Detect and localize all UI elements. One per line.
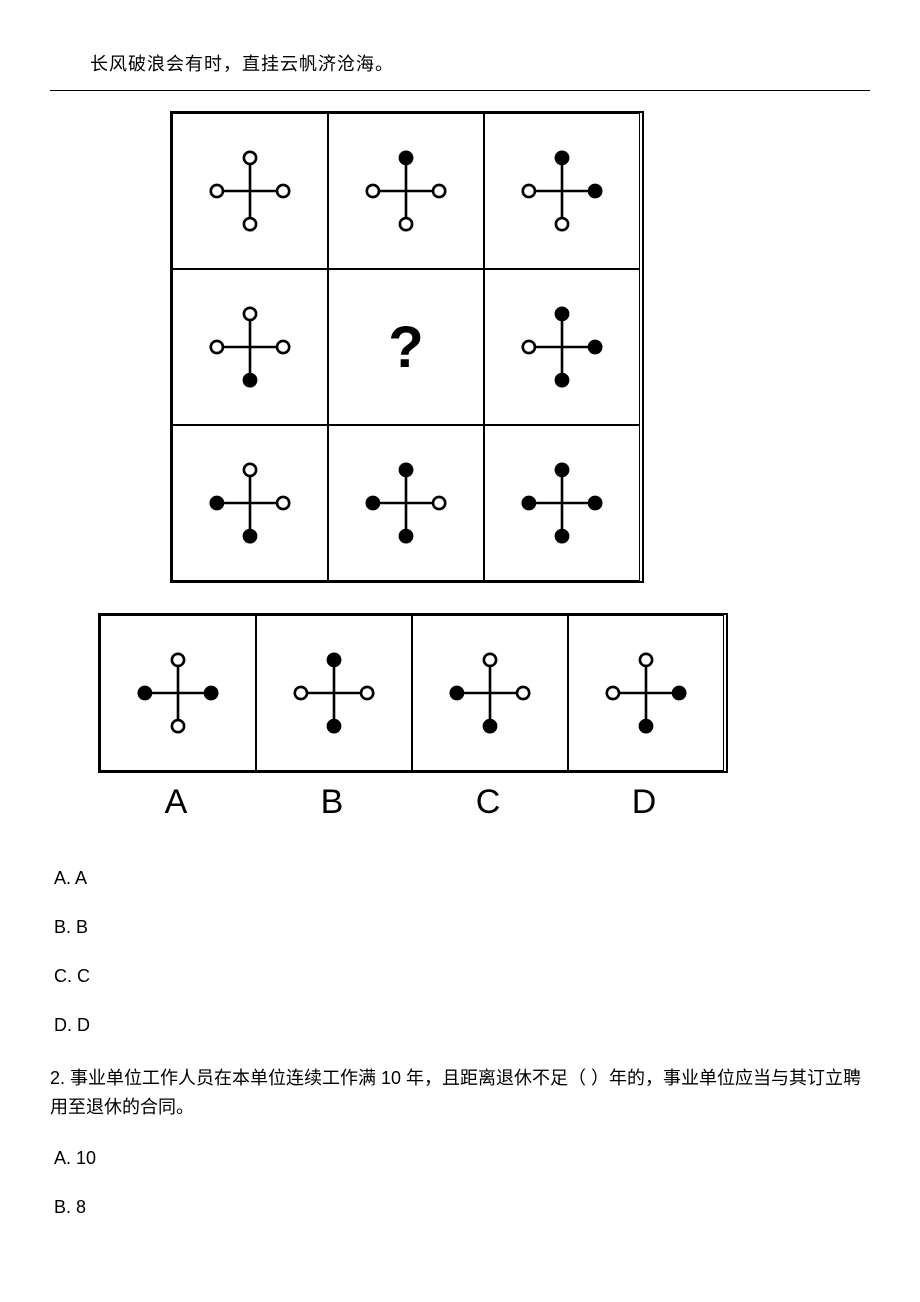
- grid-cell-r2c1: [172, 269, 328, 425]
- option-label-a: A: [98, 783, 254, 822]
- grid-cell-r1c2: [328, 113, 484, 269]
- q1-answer-b: B. B: [54, 917, 870, 938]
- q1-answer-list: A. A B. B C. C D. D: [50, 868, 870, 1036]
- q1-answer-a: A. A: [54, 868, 870, 889]
- puzzle-options-row: [98, 613, 728, 773]
- puzzle-grid-3x3: ?: [170, 111, 644, 583]
- grid-cell-r2c2: ?: [328, 269, 484, 425]
- grid-cell-r2c3: [484, 269, 640, 425]
- q2-answer-list: A. 10 B. 8: [50, 1148, 870, 1218]
- option-cell-b: [256, 615, 412, 771]
- option-labels: ABCD: [98, 783, 728, 822]
- option-cell-c: [412, 615, 568, 771]
- option-label-c: C: [410, 783, 566, 822]
- grid-cell-r3c3: [484, 425, 640, 581]
- q2-answer-a: A. 10: [54, 1148, 870, 1169]
- grid-cell-r1c3: [484, 113, 640, 269]
- grid-cell-r1c1: [172, 113, 328, 269]
- header-motto: 长风破浪会有时，直挂云帆济沧海。: [50, 50, 870, 76]
- option-cell-d: [568, 615, 724, 771]
- header-rule: [50, 90, 870, 91]
- option-label-d: D: [566, 783, 722, 822]
- q1-answer-d: D. D: [54, 1015, 870, 1036]
- q2-text: 2. 事业单位工作人员在本单位连续工作满 10 年，且距离退休不足（ ）年的，事…: [50, 1064, 870, 1122]
- q2-answer-b: B. 8: [54, 1197, 870, 1218]
- option-cell-a: [100, 615, 256, 771]
- option-label-b: B: [254, 783, 410, 822]
- grid-cell-r3c1: [172, 425, 328, 581]
- grid-cell-r3c2: [328, 425, 484, 581]
- q1-answer-c: C. C: [54, 966, 870, 987]
